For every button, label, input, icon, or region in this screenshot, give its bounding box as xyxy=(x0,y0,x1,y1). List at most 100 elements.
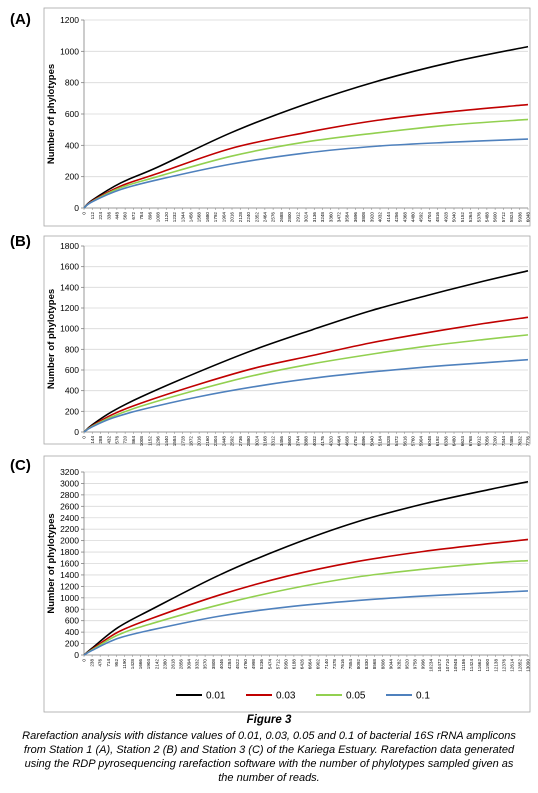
x-tick-label: 1872 xyxy=(188,436,193,447)
legend: 0.01 0.03 0.05 0.1 xyxy=(176,691,430,702)
x-tick-label: 4704 xyxy=(427,212,432,223)
x-tick-label: 5616 xyxy=(402,436,407,447)
panel-label: (A) xyxy=(10,11,31,28)
x-tick-label: 8092 xyxy=(356,659,361,670)
x-tick-label: 1008 xyxy=(156,212,161,223)
x-tick-label: 1456 xyxy=(188,212,193,223)
x-tick-label: 11900 xyxy=(485,659,490,672)
y-tick-label: 800 xyxy=(65,78,79,88)
x-tick-label: 2464 xyxy=(262,212,267,223)
x-tick-label: 5474 xyxy=(267,659,272,670)
x-tick-label: 2912 xyxy=(295,212,300,223)
y-tick-label: 400 xyxy=(65,627,79,637)
x-tick-label: 12614 xyxy=(509,659,514,672)
x-tick-label: 6192 xyxy=(435,436,440,447)
x-tick-label: 6426 xyxy=(300,659,305,670)
y-tick-label: 2800 xyxy=(60,490,79,500)
x-tick-label: 1428 xyxy=(130,659,135,670)
x-tick-label: 5236 xyxy=(259,659,264,670)
x-tick-label: 4760 xyxy=(243,659,248,670)
x-tick-label: 5600 xyxy=(493,212,498,223)
x-tick-label: 9758 xyxy=(413,659,418,670)
y-tick-label: 1800 xyxy=(60,547,79,557)
x-tick-label: 3094 xyxy=(187,659,192,670)
x-tick-label: 1232 xyxy=(172,212,177,223)
x-tick-label: 4320 xyxy=(328,436,333,447)
x-tick-label: 1190 xyxy=(122,659,127,669)
x-tick-label: 144 xyxy=(90,436,95,444)
x-tick-label: 238 xyxy=(90,659,95,667)
x-tick-label: 864 xyxy=(131,436,136,444)
y-tick-label: 1000 xyxy=(60,593,79,603)
series-line-0.05 xyxy=(83,559,529,656)
x-tick-label: 2128 xyxy=(238,212,243,223)
series-line-0.03 xyxy=(83,538,529,656)
x-tick-label: 6048 xyxy=(526,212,531,223)
series-line-0.01 xyxy=(83,480,529,656)
y-tick-label: 0 xyxy=(74,427,79,437)
x-tick-label: 10948 xyxy=(453,659,458,672)
x-tick-label: 5152 xyxy=(460,212,465,223)
legend-label: 0.03 xyxy=(276,691,296,702)
legend-label: 0.05 xyxy=(346,691,366,702)
x-tick-label: 3024 xyxy=(304,212,309,223)
x-tick-label: 3920 xyxy=(369,212,374,223)
x-tick-label: 3136 xyxy=(312,212,317,223)
y-tick-label: 400 xyxy=(65,140,79,150)
chart-frame xyxy=(43,7,531,227)
x-tick-label: 12376 xyxy=(501,659,506,672)
x-tick-label: 5760 xyxy=(410,436,415,447)
y-tick-label: 1200 xyxy=(60,15,79,25)
x-tick-label: 4816 xyxy=(435,212,440,223)
x-tick-label: 6188 xyxy=(291,659,296,670)
x-tick-label: 4368 xyxy=(402,212,407,223)
x-tick-label: 7378 xyxy=(332,659,337,670)
x-tick-label: 5040 xyxy=(369,436,374,447)
y-tick-label: 1000 xyxy=(60,324,79,334)
x-tick-label: 2240 xyxy=(246,212,251,223)
x-tick-label: 2352 xyxy=(254,212,259,223)
x-tick-label: 5936 xyxy=(517,212,522,223)
x-tick-label: 2856 xyxy=(178,659,183,670)
y-axis-title: Number of phylotypes xyxy=(46,64,57,164)
series-line-0.1 xyxy=(83,590,529,656)
x-tick-label: 720 xyxy=(123,436,128,444)
panel-label: (C) xyxy=(10,457,31,474)
y-tick-label: 1400 xyxy=(60,282,79,292)
x-tick-label: 6048 xyxy=(427,436,432,447)
x-tick-label: 4592 xyxy=(419,212,424,223)
x-tick-label: 1904 xyxy=(221,212,226,223)
x-tick-label: 13090 xyxy=(526,659,531,672)
x-tick-label: 4032 xyxy=(312,436,317,447)
x-tick-label: 2576 xyxy=(271,212,276,223)
y-axis-title: Number of phylotypes xyxy=(46,289,57,389)
y-tick-label: 200 xyxy=(65,406,79,416)
x-tick-label: 1792 xyxy=(213,212,218,223)
x-tick-label: 2592 xyxy=(230,436,235,447)
x-tick-label: 560 xyxy=(123,212,128,220)
x-tick-label: 896 xyxy=(147,212,152,220)
series-line-0.01 xyxy=(83,270,529,433)
y-tick-label: 400 xyxy=(65,386,79,396)
x-tick-label: 1728 xyxy=(180,436,185,447)
y-tick-label: 1400 xyxy=(60,570,79,580)
x-tick-label: 2448 xyxy=(221,436,226,447)
x-tick-label: 0 xyxy=(82,212,87,215)
series-line-0.1 xyxy=(83,358,529,433)
x-tick-label: 2880 xyxy=(246,436,251,447)
x-tick-label: 4752 xyxy=(353,436,358,447)
x-tick-label: 2160 xyxy=(205,436,210,447)
x-tick-label: 1584 xyxy=(172,436,177,447)
x-tick-label: 1680 xyxy=(205,212,210,223)
x-tick-label: 4998 xyxy=(251,659,256,670)
x-tick-label: 3456 xyxy=(279,436,284,447)
x-tick-label: 9282 xyxy=(396,659,401,670)
x-tick-label: 7776 xyxy=(526,436,531,447)
x-tick-label: 5950 xyxy=(283,659,288,670)
x-tick-label: 11662 xyxy=(477,659,482,672)
x-tick-label: 7632 xyxy=(517,436,522,447)
x-tick-label: 3808 xyxy=(361,212,366,223)
x-tick-label: 4896 xyxy=(361,436,366,447)
x-tick-label: 12852 xyxy=(518,659,523,672)
